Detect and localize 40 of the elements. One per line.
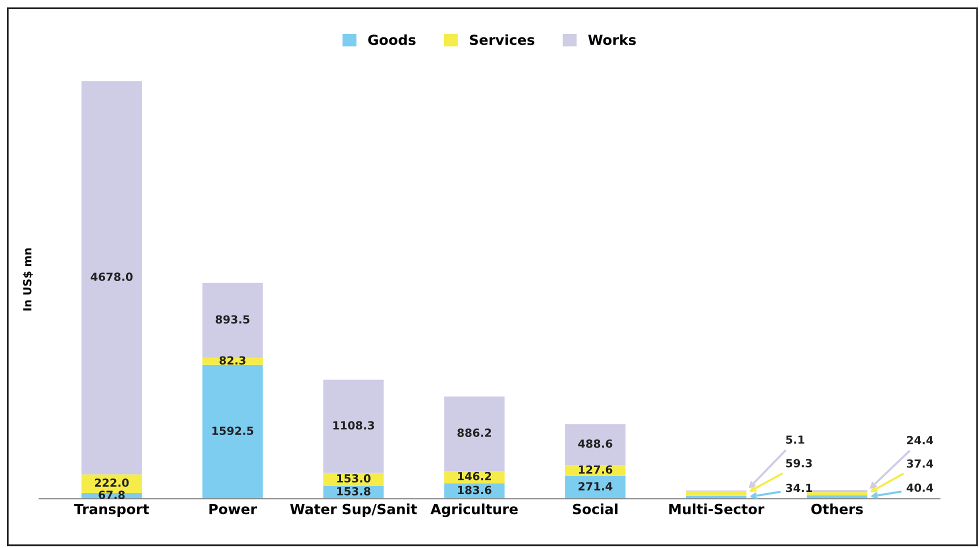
data-label: 24.4 <box>907 436 934 444</box>
bar <box>323 380 384 473</box>
data-label: 34.1 <box>786 484 812 492</box>
data-label: 153.8 <box>337 487 370 496</box>
data-label: 1592.5 <box>212 426 254 435</box>
data-label: 1108.3 <box>333 421 374 430</box>
x-tick-label: Power <box>209 504 257 514</box>
data-label: 153.0 <box>337 474 371 483</box>
data-label: 271.4 <box>578 482 612 490</box>
data-label: 127.6 <box>578 465 612 474</box>
bar <box>81 81 142 474</box>
bar <box>202 282 263 358</box>
legend-label: Goods <box>368 34 416 46</box>
data-label: 37.4 <box>906 459 934 468</box>
x-tick-label: Transport <box>74 504 150 517</box>
data-label: 5.1 <box>786 436 804 444</box>
legend-label: Services <box>470 34 534 46</box>
bar <box>444 396 505 471</box>
x-tick-label: Multi-Sector <box>669 504 764 514</box>
bar <box>686 490 746 496</box>
x-tick-label: Agriculture <box>430 504 518 518</box>
bar <box>202 364 263 499</box>
x-tick-label: Social <box>572 504 618 514</box>
data-label: 82.3 <box>220 356 246 365</box>
data-label: 4678.0 <box>90 272 133 281</box>
bar <box>806 492 868 496</box>
data-label: 40.4 <box>906 483 934 492</box>
y-axis-title: In US$ mn <box>22 248 33 310</box>
data-label: 146.2 <box>458 472 491 480</box>
data-label: 222.0 <box>95 478 129 487</box>
data-label: 67.8 <box>98 490 125 500</box>
data-label: 488.6 <box>578 439 612 448</box>
data-label: 183.6 <box>458 486 492 494</box>
data-label: 893.5 <box>216 315 250 324</box>
legend-label: Works <box>588 34 636 46</box>
x-tick-label: Water Sup/Sanit <box>290 504 417 517</box>
bar <box>565 424 626 466</box>
data-label: 59.3 <box>786 458 812 468</box>
x-tick-label: Others <box>811 504 863 514</box>
data-label: 886.2 <box>457 428 491 437</box>
